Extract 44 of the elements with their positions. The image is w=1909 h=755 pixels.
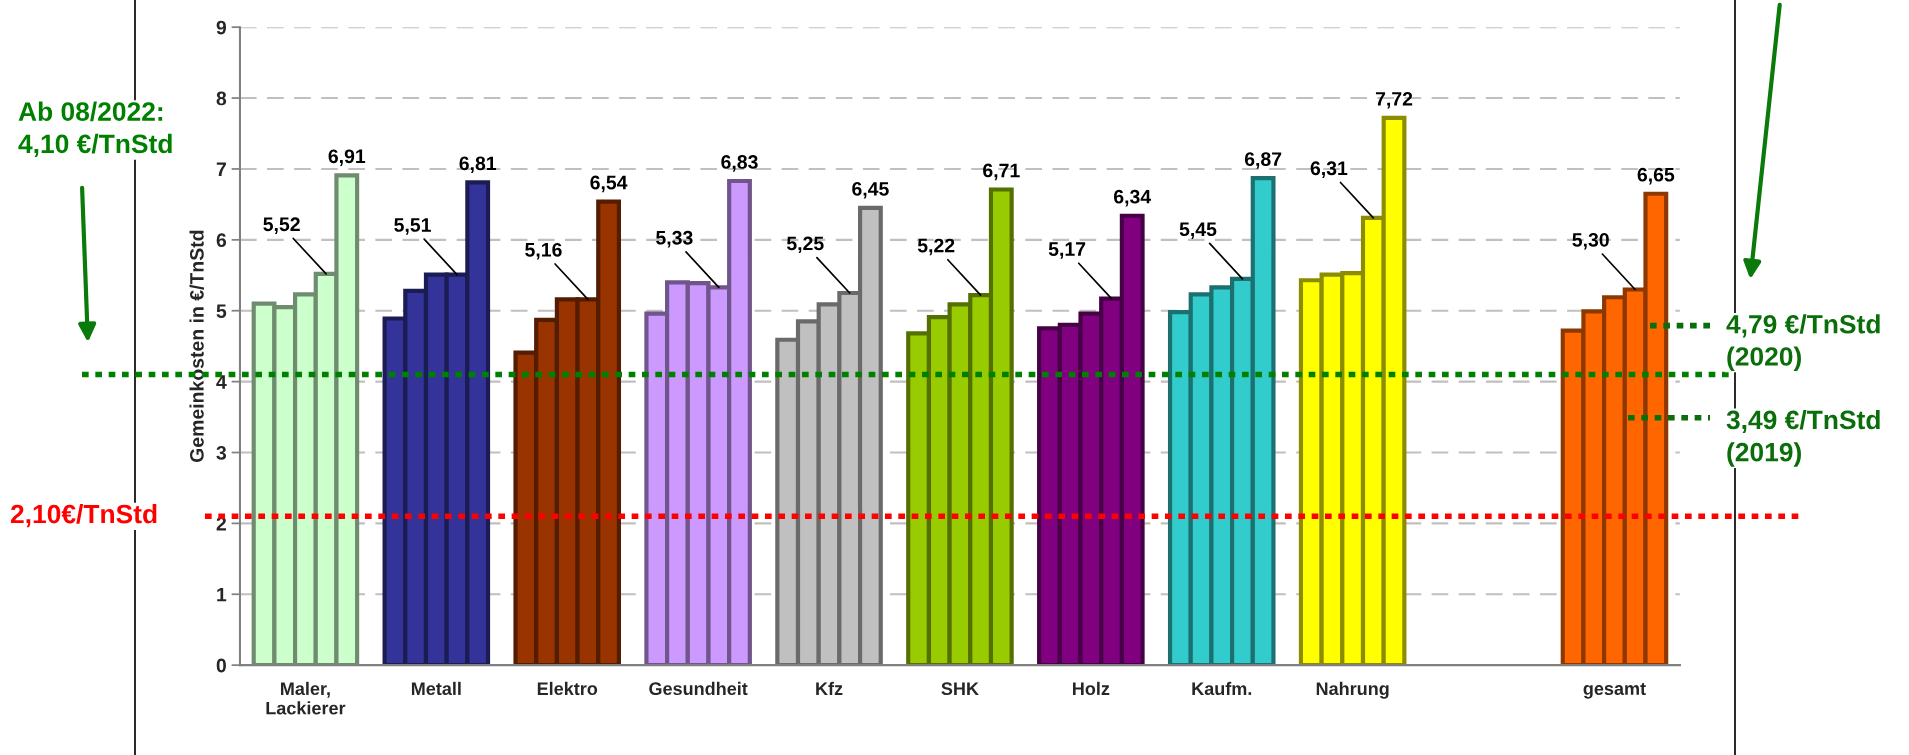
x-tick-label: Gesundheit [649, 681, 748, 696]
x-tick-label: Kfz [816, 681, 843, 695]
data-label: 5,51 [394, 218, 431, 235]
x-tick-label: Metall [411, 681, 461, 696]
data-label: 5,33 [656, 230, 693, 248]
y-tick-label: 4 [216, 375, 227, 389]
y-tick-label: 5 [216, 304, 227, 318]
ref-line-label: 4,79 €/TnStd (2020) [1726, 314, 1880, 372]
x-tick-label: Kaufm. [1192, 681, 1252, 696]
data-label: 6,34 [1114, 189, 1152, 207]
y-tick-label: 6 [216, 233, 227, 248]
y-tick-label: 7 [216, 162, 226, 176]
data-label: 6,45 [852, 181, 889, 199]
data-label: 5,16 [525, 242, 562, 260]
data-label: 5,45 [1179, 222, 1217, 239]
data-label: 6,31 [1310, 161, 1348, 178]
x-tick-label: Elektro [537, 681, 598, 696]
data-label: 7,72 [1375, 91, 1413, 109]
data-label: 5,17 [1048, 242, 1086, 259]
ref-line-label: 2,10€/TnStd [10, 503, 157, 528]
x-tick-label: SHK [941, 682, 979, 696]
y-axis-title: Gemeinkosten in €/TnStd [189, 230, 204, 463]
x-tick-label: Maler, Lackierer [266, 681, 346, 715]
x-tick-label: Holz [1073, 681, 1110, 696]
data-label: 5,52 [263, 217, 300, 234]
data-label: 5,30 [1572, 232, 1609, 250]
y-tick-label: 9 [216, 20, 227, 35]
data-label: 5,25 [786, 236, 824, 254]
data-label: 6,65 [1637, 167, 1675, 185]
ref-line-label: 3,49 €/TnStd (2019) [1726, 409, 1880, 467]
data-label: 6,81 [459, 156, 497, 174]
data-label: 6,83 [721, 155, 758, 172]
data-label: 5,22 [917, 238, 955, 256]
x-tick-label: Nahrung [1316, 681, 1389, 699]
data-label: 6,71 [983, 163, 1020, 181]
x-tick-label: gesamt [1583, 683, 1646, 699]
data-label: 6,87 [1244, 152, 1282, 169]
y-tick-label: 8 [216, 91, 227, 106]
data-label: 6,91 [328, 149, 366, 166]
y-tick-label: 3 [216, 445, 227, 460]
y-tick-label: 0 [216, 658, 226, 673]
data-label: 6,54 [590, 175, 628, 193]
ref-line-label: Ab 08/2022: 4,10 €/TnStd [18, 101, 172, 157]
y-tick-label: 1 [217, 587, 227, 602]
